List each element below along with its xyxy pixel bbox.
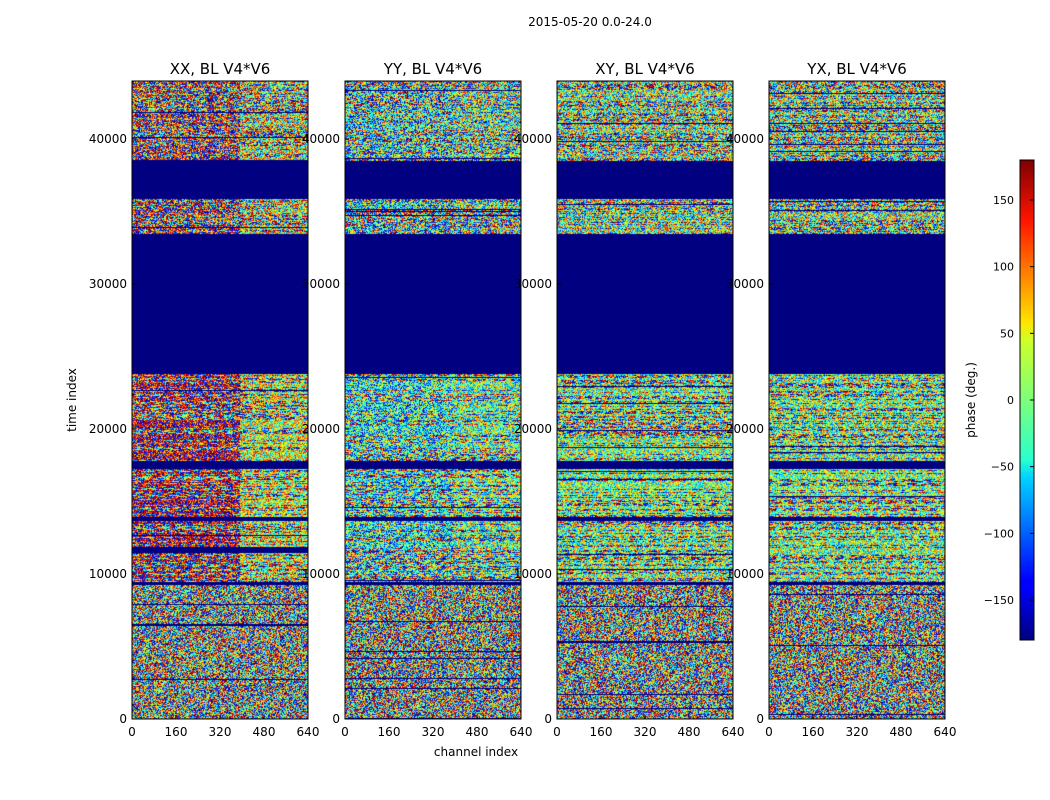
- x-tick-label: 320: [634, 725, 657, 739]
- x-tick-label: 0: [128, 725, 136, 739]
- panel-title: XX, BL V4*V6: [170, 60, 271, 78]
- panel-xx: XX, BL V4*V6 0 160 320 480 640 0 10000 20000 3000…: [89, 60, 320, 739]
- x-tick-label: 320: [422, 725, 445, 739]
- y-tick-label: 10000: [514, 567, 552, 581]
- y-tick-label: 0: [756, 712, 764, 726]
- x-tick-label: 320: [209, 725, 232, 739]
- x-tick-label: 480: [466, 725, 489, 739]
- colorbar-tick-label: 50: [1000, 327, 1014, 340]
- panel-xy: XY, BL V4*V6 0 160 320 480 640 0 10000 20000 3000…: [514, 60, 745, 739]
- panel-yx: YX, BL V4*V6 0 160 320 480 640 0 10000 20000 3000…: [726, 60, 957, 739]
- y-tick-label: 0: [119, 712, 127, 726]
- colorbar-label: phase (deg.): [964, 362, 978, 438]
- x-tick-label: 160: [378, 725, 401, 739]
- x-tick-label: 480: [890, 725, 913, 739]
- x-tick-label: 640: [510, 725, 533, 739]
- x-tick-label: 0: [553, 725, 561, 739]
- panels-layer: XX, BL V4*V6 0 160 320 480 640 0 10000 20000 3000…: [89, 60, 957, 739]
- heatmap-image-yy: [345, 81, 521, 719]
- y-tick-label: 40000: [726, 132, 764, 146]
- y-tick-label: 40000: [89, 132, 127, 146]
- y-axis-label: time index: [65, 368, 79, 432]
- colorbar-tick-label: 150: [993, 194, 1014, 207]
- y-tick-label: 20000: [514, 422, 552, 436]
- y-tick-label: 40000: [514, 132, 552, 146]
- colorbar-tick-label: −50: [991, 461, 1014, 474]
- y-tick-label: 0: [332, 712, 340, 726]
- heatmap-image-xx: [132, 81, 308, 719]
- x-tick-label: 480: [678, 725, 701, 739]
- heatmap-image-xy: [557, 81, 733, 719]
- y-tick-label: 30000: [89, 277, 127, 291]
- panel-yy: YY, BL V4*V6 0 160 320 480 640 0 10000 20000 3000…: [302, 60, 533, 739]
- x-tick-label: 160: [165, 725, 188, 739]
- x-tick-label: 640: [934, 725, 957, 739]
- y-tick-label: 30000: [726, 277, 764, 291]
- y-tick-label: 40000: [302, 132, 340, 146]
- y-tick-label: 20000: [302, 422, 340, 436]
- panel-title: YX, BL V4*V6: [806, 60, 907, 78]
- panel-title: YY, BL V4*V6: [383, 60, 482, 78]
- colorbar-tick-label: 0: [1007, 394, 1014, 407]
- x-tick-label: 160: [802, 725, 825, 739]
- colorbar: −150 −100 −50 0 50 100 150 phase (deg.): [964, 159, 1035, 641]
- y-tick-label: 10000: [302, 567, 340, 581]
- x-tick-label: 160: [590, 725, 613, 739]
- x-tick-label: 640: [722, 725, 745, 739]
- x-tick-label: 640: [297, 725, 320, 739]
- y-tick-label: 30000: [514, 277, 552, 291]
- y-tick-label: 10000: [726, 567, 764, 581]
- panel-title: XY, BL V4*V6: [595, 60, 695, 78]
- y-tick-label: 30000: [302, 277, 340, 291]
- x-tick-label: 0: [765, 725, 773, 739]
- colorbar-tick-label: −100: [984, 527, 1014, 540]
- y-tick-label: 10000: [89, 567, 127, 581]
- x-tick-label: 480: [253, 725, 276, 739]
- colorbar-ticks: −150 −100 −50 0 50 100 150: [984, 194, 1034, 607]
- figure-suptitle: 2015-05-20 0.0-24.0: [528, 15, 652, 29]
- y-tick-label: 20000: [726, 422, 764, 436]
- x-axis-label: channel index: [434, 745, 518, 759]
- colorbar-tick-label: 100: [993, 261, 1014, 274]
- x-tick-label: 320: [846, 725, 869, 739]
- heatmap-image-yx: [769, 81, 945, 719]
- x-tick-label: 0: [341, 725, 349, 739]
- y-tick-label: 20000: [89, 422, 127, 436]
- colorbar-tick-label: −150: [984, 594, 1014, 607]
- y-tick-label: 0: [544, 712, 552, 726]
